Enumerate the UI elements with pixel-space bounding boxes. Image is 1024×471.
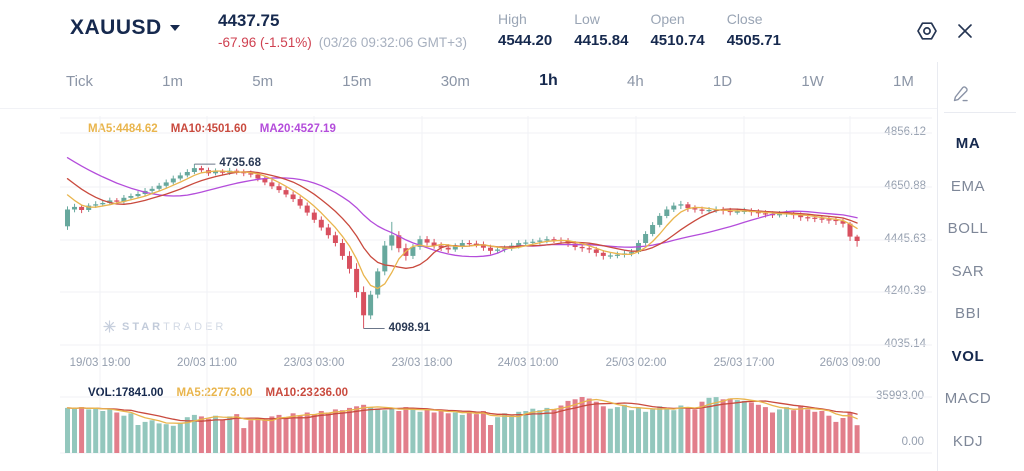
price-ma-label-1: MA10:4501.60	[170, 123, 247, 135]
price-axis-tick: 4856.12	[884, 126, 926, 138]
price-change: -67.96 (-1.51%)	[218, 35, 312, 50]
indicator-item-ema[interactable]: EMA	[950, 177, 986, 195]
divider	[937, 62, 938, 471]
volume-axis-tick: 0.00	[901, 436, 924, 448]
timeframe-tab-15m[interactable]: 15m	[342, 72, 372, 90]
swing-low-annotation: 4098.91	[388, 321, 431, 334]
indicator-item-vol[interactable]: VOL	[951, 347, 985, 365]
symbol-selector[interactable]: XAUUSD	[70, 16, 180, 40]
timeframe-tab-5m[interactable]: 5m	[252, 72, 274, 90]
price-ma-label-0: MA5:4484.62	[88, 123, 158, 135]
indicator-item-macd[interactable]: MACD	[944, 390, 992, 407]
price-axis-tick: 4240.39	[884, 285, 926, 297]
watermark-text-bold: STAR	[122, 320, 164, 333]
stat-low-value: 4415.84	[574, 32, 629, 49]
timeframe-tab-1d[interactable]: 1D	[712, 72, 733, 90]
volume-label-1: MA5:22773.00	[176, 387, 253, 399]
timeframe-tab-1w[interactable]: 1W	[801, 72, 824, 90]
volume-ma-values: VOL:17841.00 MA5:22773.00 MA10:23236.00	[88, 387, 348, 399]
symbol-name: XAUUSD	[70, 16, 162, 39]
stat-high-label: High	[498, 11, 527, 27]
indicator-item-sar[interactable]: SAR	[951, 262, 985, 280]
timeframe-tab-4h[interactable]: 4h	[627, 72, 644, 90]
time-axis-tick: 23/03 03:00	[283, 357, 345, 369]
volume-axis-tick: 35993.00	[876, 390, 924, 402]
stat-close-value: 4505.71	[726, 32, 781, 49]
indicator-item-ma[interactable]: MA	[955, 135, 981, 152]
price-axis-tick: 4035.14	[884, 338, 926, 350]
swing-high-annotation: 4735.68	[219, 157, 261, 170]
startrader-watermark: STARTRADER	[103, 320, 226, 333]
indicator-item-kdj[interactable]: KDJ	[952, 432, 984, 450]
timeframe-tab-tick[interactable]: Tick	[66, 72, 93, 90]
stat-high-value: 4544.20	[498, 32, 553, 49]
quote-timestamp: (03/26 09:32:06 GMT+3)	[318, 35, 468, 50]
close-icon[interactable]	[955, 21, 975, 46]
indicator-item-boll[interactable]: BOLL	[947, 220, 989, 237]
draw-pencil-icon[interactable]	[950, 84, 970, 109]
indicator-item-bbi[interactable]: BBI	[955, 305, 981, 322]
time-axis-tick: 23/03 18:00	[391, 357, 453, 369]
volume-label-0: VOL:17841.00	[88, 387, 164, 399]
settings-gear-icon[interactable]	[916, 20, 938, 47]
stat-open-value: 4510.74	[650, 32, 705, 49]
divider	[0, 108, 937, 109]
last-price: 4437.75	[218, 11, 280, 30]
time-axis-tick: 25/03 02:00	[605, 357, 667, 369]
price-axis-tick: 4650.88	[884, 180, 926, 192]
chevron-down-icon	[169, 25, 180, 31]
price-axis-tick: 4445.63	[884, 233, 926, 245]
price-ma-label-2: MA20:4527.19	[259, 123, 336, 135]
divider	[944, 112, 1016, 113]
time-axis-tick: 25/03 17:00	[713, 357, 775, 369]
stat-open-label: Open	[650, 11, 685, 27]
price-ma-values: MA5:4484.62 MA10:4501.60 MA20:4527.19	[88, 123, 336, 135]
time-axis-tick: 19/03 19:00	[69, 357, 131, 369]
timeframe-tab-1m[interactable]: 1M	[893, 72, 914, 90]
star-logo-icon	[103, 320, 116, 333]
time-axis-tick: 20/03 11:00	[177, 357, 237, 369]
timeframe-tabs: Tick 1m 5m 15m 30m 1h 4h 1D 1W 1M	[62, 70, 918, 92]
stat-low-label: Low	[574, 11, 600, 27]
timeframe-tab-1h[interactable]: 1h	[539, 72, 558, 89]
time-axis-tick: 24/03 10:00	[497, 357, 559, 369]
watermark-text-light: TRADER	[163, 320, 227, 333]
stat-close-label: Close	[726, 11, 763, 27]
timeframe-tab-1m[interactable]: 1m	[162, 72, 184, 90]
time-axis-tick: 26/03 09:00	[819, 357, 881, 369]
timeframe-tab-30m[interactable]: 30m	[440, 72, 470, 90]
volume-label-2: MA10:23236.00	[265, 387, 348, 399]
price-block: 4437.75 -67.96 (-1.51%) (03/26 09:32:06 G…	[218, 11, 467, 50]
ohlc-stats: High 4544.20 Low 4415.84 Open 4510.74 Close…	[498, 11, 781, 49]
